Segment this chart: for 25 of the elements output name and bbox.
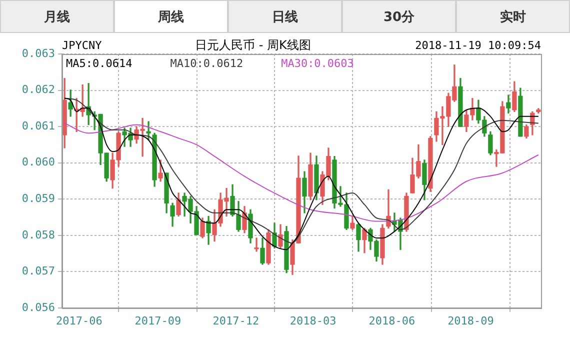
y-tick-label: 0.058 [22, 228, 55, 242]
text: 周线 [114, 0, 228, 32]
x-tick-label: 2018-06 [368, 314, 416, 328]
x-tick-label: 2017-12 [212, 314, 260, 328]
y-tick-label: 0.056 [22, 300, 55, 314]
y-tick-label: 0.057 [22, 264, 55, 278]
x-tick-label: 2017-09 [134, 314, 182, 328]
text: JPYCNY [62, 38, 102, 52]
text: 日线 [228, 0, 342, 32]
x-tick-label: 2018-09 [448, 314, 494, 328]
text: 月线 [0, 0, 114, 32]
x-tick-label: 2017-06 [56, 314, 102, 328]
chart-title: 日元人民币 - 周K线图 [195, 38, 311, 52]
text: MA5:0.0614 [66, 56, 133, 70]
y-tick-label: 0.060 [22, 156, 55, 169]
text: MA10:0.0612 [170, 56, 244, 70]
text: 30分 [342, 0, 456, 32]
text: 2018-11-19 10:09:54 [415, 38, 542, 52]
y-tick-label: 0.061 [22, 119, 55, 132]
y-tick-label: 0.062 [22, 83, 55, 96]
x-tick-label: 2018-03 [290, 314, 336, 328]
text: 实时 [456, 0, 570, 32]
y-tick-label: 0.059 [22, 192, 55, 205]
y-tick-label: 0.063 [22, 46, 55, 60]
text: MA30:0.0603 [281, 56, 354, 70]
